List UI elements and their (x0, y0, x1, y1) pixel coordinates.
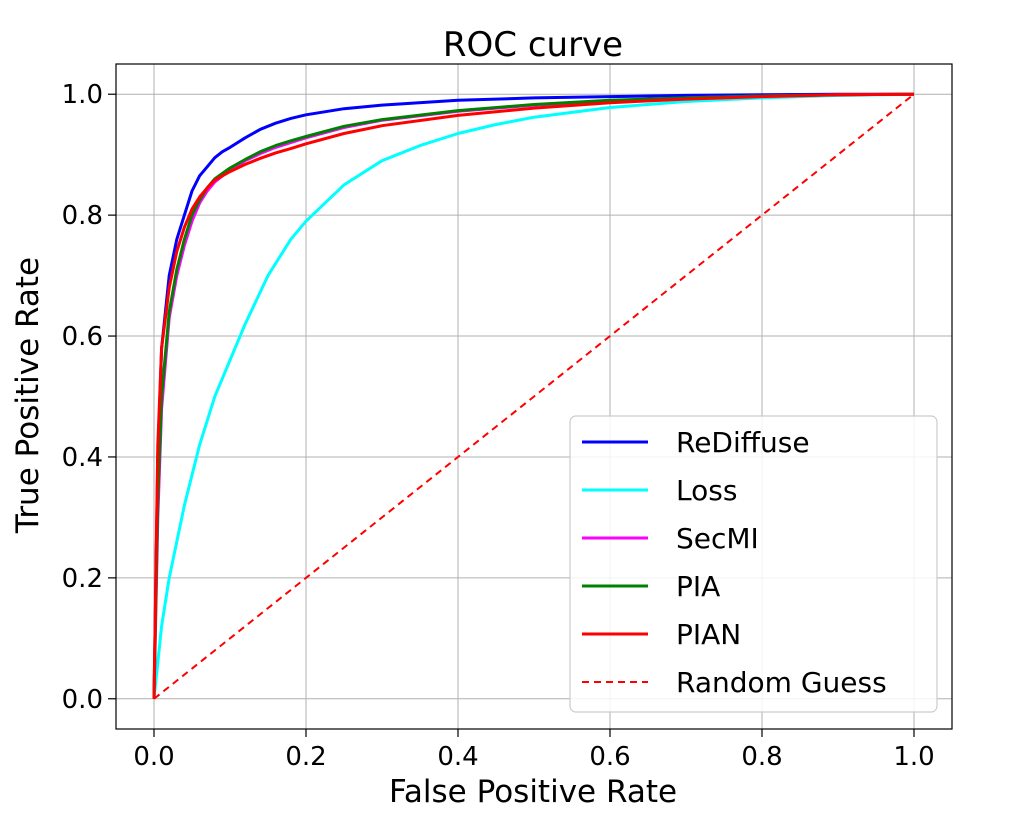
y-tick-label: 0.4 (62, 443, 103, 473)
y-tick-label: 1.0 (62, 80, 103, 110)
y-tick-label: 0.0 (62, 685, 103, 715)
legend-label-random-guess: Random Guess (676, 666, 887, 699)
x-tick-label: 0.8 (741, 742, 782, 772)
series-line-rediffuse (152, 92, 914, 699)
legend-label-loss: Loss (676, 474, 737, 507)
legend-box (569, 415, 938, 713)
legend-label-pian: PIAN (676, 618, 741, 651)
x-tick-label: 0.6 (589, 742, 630, 772)
x-tick-label: 0.4 (437, 742, 478, 772)
x-tick-label: 1.0 (893, 742, 934, 772)
ticks: 0.0 0.2 0.4 0.6 0.8 1.0 0.0 0.2 0.4 0.6 0.8 1.0 (62, 80, 935, 772)
legend-label-rediffuse: ReDiffuse (676, 426, 810, 459)
x-axis-title: False Positive Rate (389, 774, 677, 810)
grid (116, 64, 952, 729)
y-tick-label: 0.8 (62, 201, 103, 231)
series-line-loss (152, 92, 915, 699)
y-tick-label: 0.2 (62, 564, 103, 594)
series-lines (152, 92, 915, 700)
series-line-random-guess (153, 93, 915, 700)
legend: ReDiffuse Loss SecMI PIA PIAN Random Guess (569, 415, 938, 713)
series-line-pia (152, 92, 915, 699)
chart-title: ROC curve (443, 25, 623, 65)
y-axis-title: True Positive Rate (10, 257, 46, 534)
plot-frame (115, 63, 953, 730)
series-line-pian (152, 92, 915, 699)
x-tick-label: 0.2 (285, 742, 326, 772)
legend-label-secmi: SecMI (676, 522, 759, 555)
y-tick-label: 0.6 (62, 322, 103, 352)
x-tick-label: 0.0 (133, 742, 174, 772)
legend-label-pia: PIA (676, 570, 720, 603)
